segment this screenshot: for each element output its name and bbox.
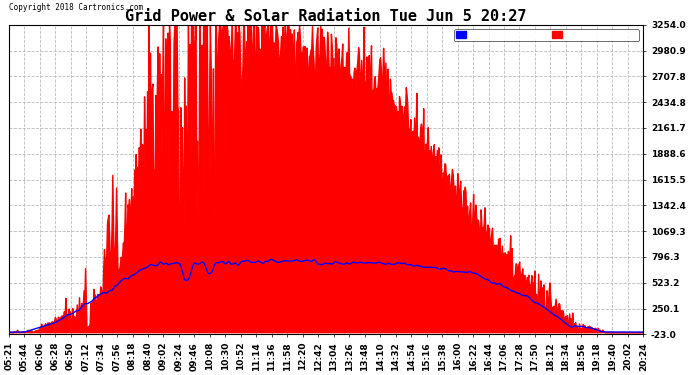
Legend: Radiation (w/m2), Grid (AC Watts): Radiation (w/m2), Grid (AC Watts) <box>455 29 639 41</box>
Text: Copyright 2018 Cartronics.com: Copyright 2018 Cartronics.com <box>9 3 143 12</box>
Title: Grid Power & Solar Radiation Tue Jun 5 20:27: Grid Power & Solar Radiation Tue Jun 5 2… <box>126 9 526 24</box>
